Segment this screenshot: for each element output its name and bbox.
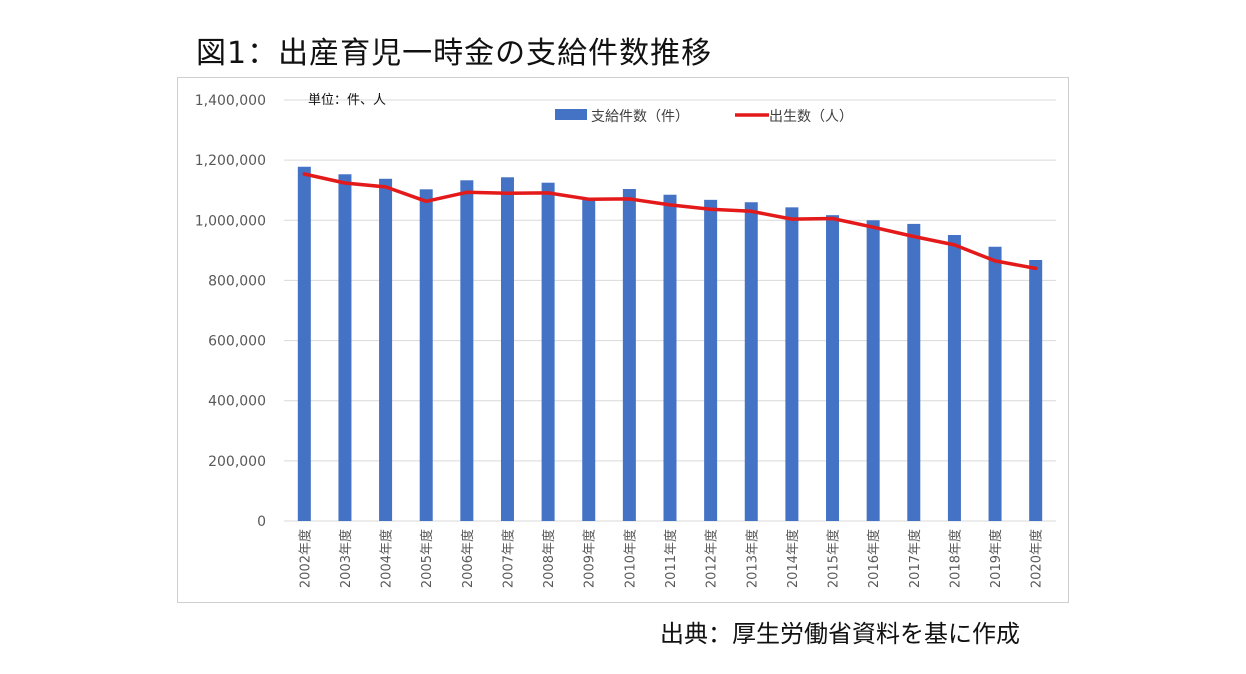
x-tick-label: 2009年度 [582,529,598,588]
bar [541,182,555,522]
y-tick-label: 800,000 [208,273,266,289]
legend-line-label: 出生数（人） [769,109,853,125]
bar [826,215,840,521]
x-tick-label: 2003年度 [338,529,354,588]
x-tick-label: 2005年度 [419,529,435,588]
bar [785,207,799,522]
x-tick-label: 2017年度 [907,529,923,588]
x-tick-label: 2015年度 [826,529,842,588]
y-tick-label: 400,000 [208,394,266,410]
x-tick-label: 2020年度 [1029,529,1045,588]
bar [622,189,636,522]
x-tick-label: 2004年度 [379,529,395,588]
bar [907,223,921,521]
bar [947,235,961,521]
bar [460,180,474,521]
x-tick-label: 2006年度 [460,529,476,588]
line-series [302,172,1038,271]
page-title: 図1：出産育児一時金の支給件数推移 [196,36,713,71]
bar [297,166,311,521]
x-tick-label: 2008年度 [541,529,557,588]
bar-series [297,166,1043,522]
x-tick-label: 2019年度 [988,529,1004,588]
chart-frame: 0 200,000 400,000 600,000 800,000 1,000,000 1,… [177,77,1069,603]
y-tick-label: 1,200,000 [195,153,266,169]
bar [419,189,433,521]
x-tick-label: 2002年度 [297,529,313,588]
bar [663,194,677,521]
bar [866,220,880,522]
x-tick-label: 2018年度 [947,529,963,588]
chart: 0 200,000 400,000 600,000 800,000 1,000,000 1,… [195,92,1056,588]
bar [704,199,718,521]
y-tick-label: 200,000 [208,454,266,470]
legend-bar-swatch [555,109,587,120]
x-tick-label: 2012年度 [704,529,720,588]
y-tick-label: 600,000 [208,334,266,350]
x-axis-tick-labels: 2002年度 2003年度 2004年度 2005年度 2006年度 2007年度 2008… [297,529,1044,588]
x-tick-label: 2011年度 [663,529,679,588]
bar [1029,259,1043,521]
bar [988,246,1002,521]
x-tick-label: 2016年度 [866,529,882,588]
bar [744,202,758,521]
bar [379,178,393,521]
x-tick-label: 2014年度 [785,529,801,588]
legend: 支給件数（件） 出生数（人） [555,109,853,125]
birth-count-line [302,172,1038,271]
x-tick-label: 2007年度 [500,529,516,588]
x-tick-label: 2013年度 [744,529,760,588]
source-note: 出典：厚生労働省資料を基に作成 [660,620,1020,648]
x-tick-label: 2010年度 [622,529,638,588]
y-tick-label: 0 [257,514,266,530]
bar [582,199,596,521]
y-axis-tick-labels: 0 200,000 400,000 600,000 800,000 1,000,000 1,… [195,93,266,530]
bar [500,177,514,521]
y-tick-label: 1,400,000 [195,93,266,109]
legend-bar-label: 支給件数（件） [591,109,689,125]
y-tick-label: 1,000,000 [195,213,266,229]
unit-label: 単位：件、人 [308,92,386,108]
bar [338,174,352,521]
